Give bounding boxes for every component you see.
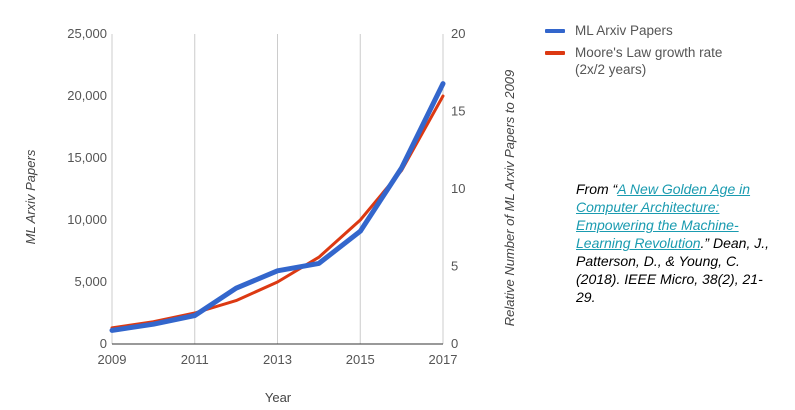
right-y-tick-label: 10 [451, 181, 465, 196]
left-y-tick-label: 15,000 [67, 150, 107, 165]
left-y-tick-label: 10,000 [67, 212, 107, 227]
grid-layer [111, 34, 444, 344]
chart-legend: ML Arxiv Papers Moore's Law growth rate … [545, 22, 745, 83]
x-tick-label: 2009 [98, 352, 127, 367]
tick-layer: 2009 2011 2013 2015 201705,00010,00015,00020… [67, 26, 465, 367]
left-y-tick-label: 0 [100, 336, 107, 351]
citation-suffix: .” Dean, J., Patterson, D., & Young, C. … [576, 235, 769, 305]
citation-prefix: From “ [576, 181, 618, 197]
legend-item-moores-law: Moore's Law growth rate (2x/2 years) [545, 44, 745, 78]
legend-item-ml-arxiv: ML Arxiv Papers [545, 22, 745, 39]
x-tick-label: 2011 [181, 352, 209, 367]
left-y-tick-label: 25,000 [67, 26, 107, 41]
right-y-tick-label: 0 [451, 336, 458, 351]
right-y-tick-label: 5 [451, 259, 458, 274]
left-y-axis-title: ML Arxiv Papers [23, 149, 38, 244]
right-y-tick-label: 20 [451, 26, 465, 41]
legend-swatch-ml-arxiv [545, 29, 565, 33]
legend-label-ml-arxiv: ML Arxiv Papers [575, 23, 673, 38]
series-layer [109, 81, 446, 333]
left-y-tick-label: 5,000 [74, 274, 107, 289]
legend-swatch-moores-law [545, 51, 565, 55]
x-tick-label: 2013 [263, 352, 292, 367]
series-line-ml-arxiv [109, 81, 446, 333]
right-y-axis-title: Relative Number of ML Arxiv Papers to 20… [502, 70, 517, 327]
x-tick-label: 2015 [346, 352, 375, 367]
citation-text: From “A New Golden Age in Computer Archi… [576, 180, 781, 306]
citation-link[interactable]: A New Golden Age in Computer Architectur… [576, 181, 751, 251]
left-y-tick-label: 20,000 [67, 88, 107, 103]
legend-label-moores-law: Moore's Law growth rate (2x/2 years) [575, 45, 723, 77]
right-y-tick-label: 15 [451, 104, 465, 119]
x-axis-title: Year [265, 390, 292, 405]
x-tick-label: 2017 [429, 352, 458, 367]
